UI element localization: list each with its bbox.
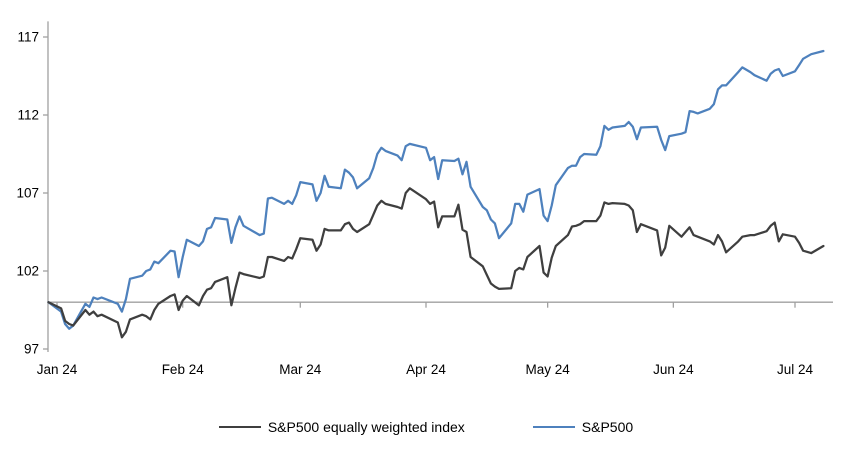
equal-weight-line <box>47 187 825 339</box>
chart-legend: S&P500 equally weighted index S&P500 <box>0 412 852 442</box>
y-tick-label: 112 <box>17 108 39 123</box>
x-tick-label: Mar 24 <box>279 362 322 377</box>
x-tick-label: Feb 24 <box>162 362 205 377</box>
x-tick-label: May 24 <box>526 362 571 377</box>
legend-label-sp500: S&P500 <box>581 419 634 435</box>
y-tick-label: 97 <box>24 342 39 357</box>
y-tick-label: 107 <box>16 186 39 201</box>
chart-plot-area: 97 102 107 112 117 Jan 24 Feb 24 Mar 24 Apr 24 Ma… <box>16 21 833 377</box>
x-tick-label: Jul 24 <box>777 362 814 377</box>
legend-label-equal-weight: S&P500 equally weighted index <box>267 419 465 435</box>
legend-item-equal-weight: S&P500 equally weighted index <box>218 419 465 435</box>
sp500-line <box>47 49 825 330</box>
x-tick-label: Jan 24 <box>37 362 78 377</box>
x-tick-label: Apr 24 <box>406 362 446 377</box>
sp500-line-swatch <box>532 426 575 428</box>
x-tick-label: Jun 24 <box>653 362 694 377</box>
equal-weight-line-swatch <box>218 426 261 428</box>
y-tick-label: 117 <box>17 30 39 45</box>
legend-item-sp500: S&P500 <box>532 419 634 435</box>
y-tick-label: 102 <box>16 264 39 279</box>
